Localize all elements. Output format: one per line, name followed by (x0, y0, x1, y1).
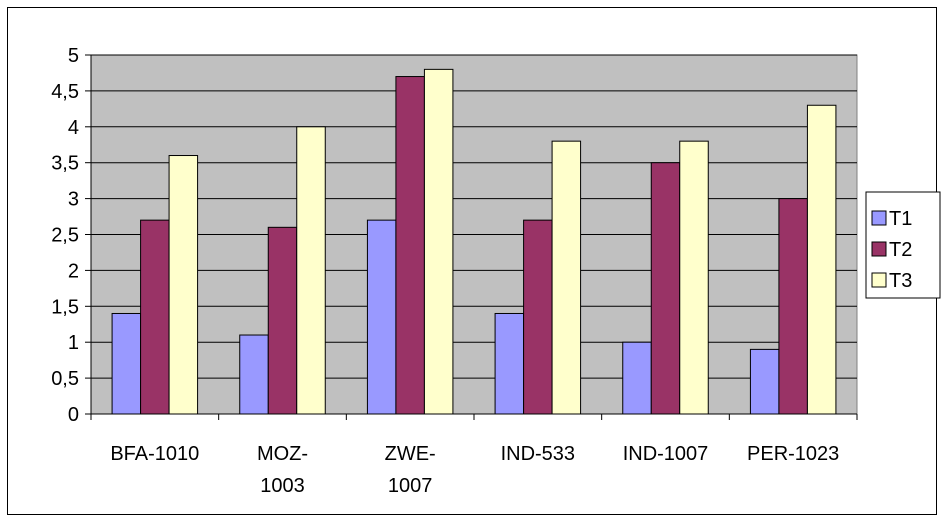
legend-swatch-t3 (871, 272, 887, 288)
y-tick-label: 2 (68, 260, 79, 282)
x-tick-label: 1007 (388, 475, 433, 497)
x-tick-label: MOZ- (257, 443, 308, 465)
x-tick-label: BFA-1010 (110, 443, 199, 465)
bar-t3 (296, 126, 326, 415)
x-tick-label: PER-1023 (747, 443, 839, 465)
bar-t2 (650, 162, 681, 415)
bar-t2 (523, 219, 553, 415)
y-tick-label: 3 (68, 189, 79, 211)
y-tick-label: 4,5 (51, 81, 79, 103)
y-tick-label: 1 (68, 332, 79, 354)
y-tick-label: 2,5 (51, 225, 79, 247)
bar-t3 (423, 68, 454, 415)
y-tick-label: 3,5 (51, 153, 79, 175)
x-tick-label: ZWE- (385, 443, 436, 465)
bar-t1 (494, 312, 525, 415)
x-tick-label: IND-533 (501, 443, 575, 465)
legend-label-t2: T2 (889, 239, 912, 261)
x-tick-label: 1003 (260, 475, 305, 497)
bar-t3 (806, 104, 837, 415)
legend-label-t1: T1 (889, 208, 912, 230)
bar-t3 (551, 140, 582, 415)
legend-swatch-t1 (871, 210, 887, 226)
y-tick-label: 5 (68, 45, 79, 67)
bar-t3 (679, 140, 709, 415)
bar-t2 (267, 226, 298, 415)
y-tick-label: 4 (68, 117, 79, 139)
legend-swatch-t2 (871, 241, 887, 257)
bar-t2 (395, 76, 425, 415)
y-tick-label: 0 (68, 404, 79, 426)
y-tick-label: 1,5 (51, 296, 79, 318)
bar-t1 (749, 348, 780, 415)
y-tick-label: 0,5 (51, 368, 79, 390)
bar-t1 (111, 312, 142, 415)
legend-label-t3: T3 (889, 270, 912, 292)
bar-t2 (778, 198, 808, 415)
bar-t2 (140, 219, 170, 415)
bar-t1 (366, 219, 397, 415)
bar-t1 (622, 341, 652, 415)
bar-t3 (168, 155, 199, 415)
bar-t1 (239, 334, 269, 415)
x-tick-label: IND-1007 (623, 443, 709, 465)
